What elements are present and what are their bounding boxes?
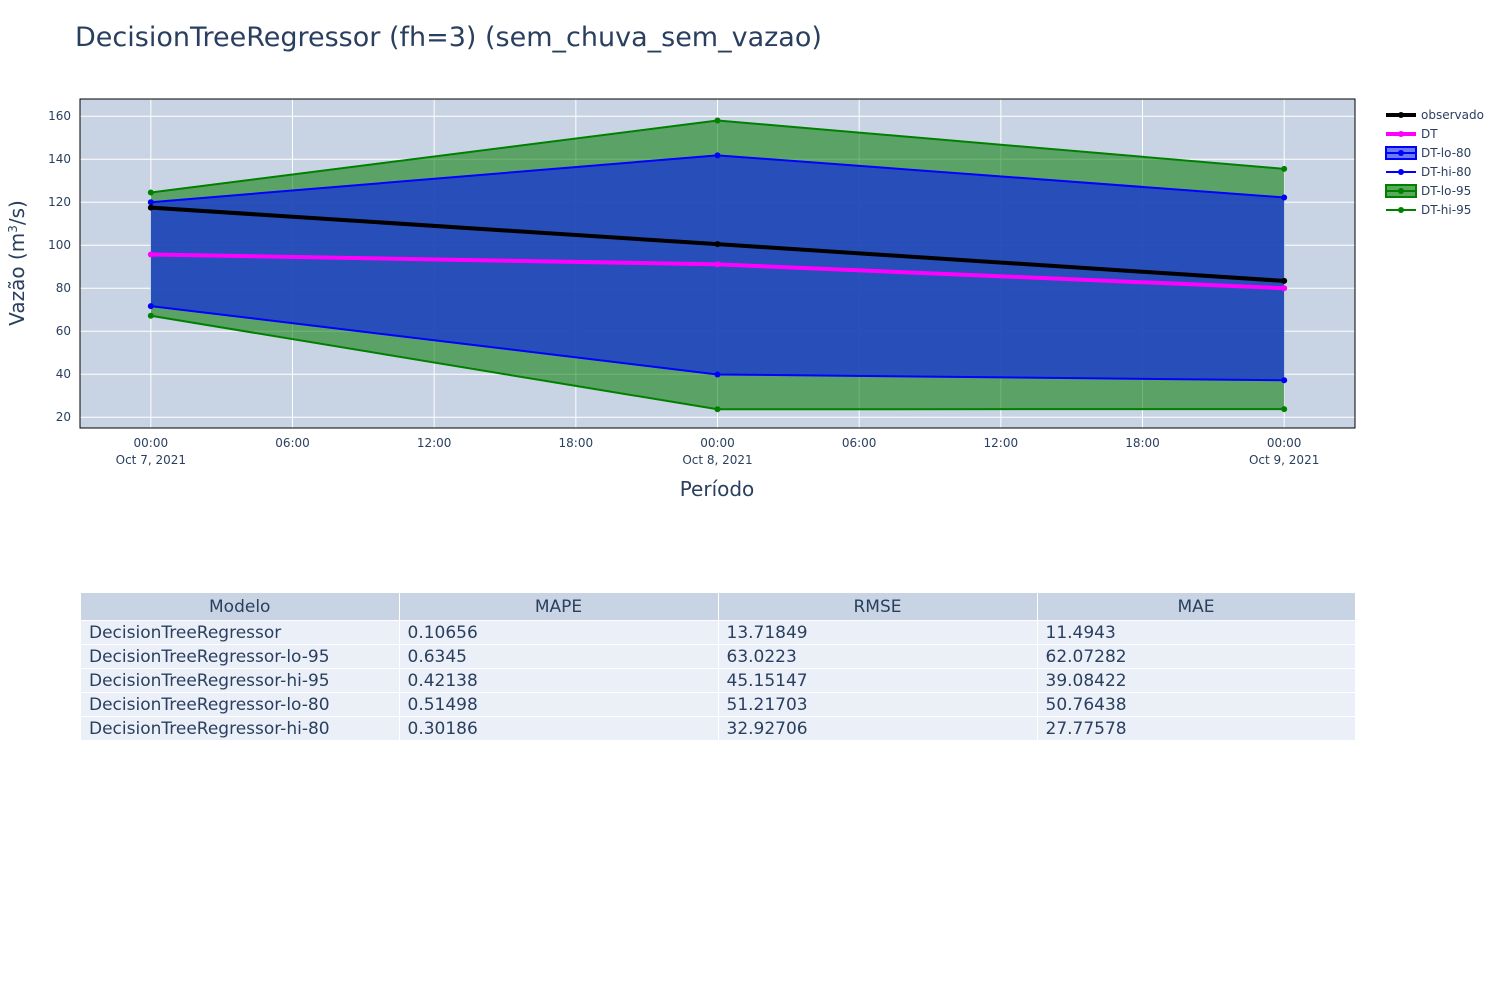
data-point-dt-lo-95 [1281,406,1288,413]
legend-item-dt[interactable]: DT [1386,127,1438,141]
cell-mae: 39.08422 [1037,668,1356,693]
x-tick-label: 12:00 [984,436,1019,450]
legend-item-dt-lo-95[interactable]: DT-lo-95 [1385,184,1471,198]
header-modelo: Modelo [81,593,400,621]
header-mape: MAPE [399,593,719,621]
x-tick-label: 00:00 [700,436,735,450]
y-tick-label: 80 [56,281,71,295]
x-tick-date-label: Oct 9, 2021 [1249,453,1319,467]
header-mae: MAE [1037,593,1356,621]
x-tick-label: 00:00 [1267,436,1302,450]
cell-rmse: 32.92706 [718,716,1038,741]
x-axis-label: Período [680,477,755,501]
x-tick-label: 00:00 [134,436,169,450]
y-tick-label: 20 [56,410,71,424]
chart-title: DecisionTreeRegressor (fh=3) (sem_chuva_… [75,22,822,53]
cell-modelo: DecisionTreeRegressor-lo-95 [81,644,400,669]
legend-swatch-marker [1398,131,1404,137]
legend-item-dt-hi-95[interactable]: DT-hi-95 [1386,203,1471,217]
data-point-observado [1281,277,1288,284]
cell-rmse: 63.0223 [718,644,1038,669]
x-tick-label: 06:00 [842,436,877,450]
y-axis-label: Vazão (m3/s) [5,200,29,326]
data-point-dt-lo-80 [147,303,154,310]
cell-mape: 0.6345 [399,644,719,669]
data-point-dt-hi-80 [1281,194,1288,201]
table-row: DecisionTreeRegressor-hi-95 0.42138 45.1… [81,668,1356,693]
table-row: DecisionTreeRegressor-lo-95 0.6345 63.02… [81,644,1356,669]
cell-modelo: DecisionTreeRegressor-hi-80 [81,716,400,741]
plot-border [79,98,1356,429]
y-tick-label: 40 [56,367,71,381]
header-rmse: RMSE [718,593,1038,621]
legend[interactable]: observado DT DT-lo-80 DT-hi-80 DT-lo-95 DT-hi… [1385,108,1484,217]
legend-label: DT-lo-80 [1421,146,1471,160]
data-point-dt-lo-95 [714,406,721,413]
data-point-dt-hi-95 [147,189,154,196]
x-tick-label: 06:00 [275,436,310,450]
x-tick-label: 18:00 [559,436,594,450]
data-point-dt [1281,285,1288,292]
cell-modelo: DecisionTreeRegressor-lo-80 [81,692,400,717]
data-point-dt-lo-80 [714,371,721,378]
cell-mae: 50.76438 [1037,692,1356,717]
data-point-dt [147,251,154,258]
legend-label: DT-lo-95 [1421,184,1471,198]
table-row: DecisionTreeRegressor 0.10656 13.71849 1… [81,620,1356,645]
series-layer [147,117,1288,413]
legend-label: DT [1421,127,1438,141]
y-tick-label: 140 [48,152,71,166]
data-point-dt-lo-95 [147,312,154,319]
x-tick-date-label: Oct 7, 2021 [116,453,186,467]
x-axis-ticks: 00:00 Oct 7, 2021 06:00 12:00 18:00 00:00 Oct … [116,436,1320,467]
cell-rmse: 45.15147 [718,668,1038,693]
cell-rmse: 13.71849 [718,620,1038,645]
cell-mae: 27.77578 [1037,716,1356,741]
data-point-dt-lo-80 [1281,377,1288,384]
y-axis-ticks: 20 40 60 80 100 120 140 160 [48,109,71,424]
table-row: DecisionTreeRegressor-hi-80 0.30186 32.9… [81,716,1356,741]
cell-mape: 0.51498 [399,692,719,717]
cell-rmse: 51.21703 [718,692,1038,717]
y-tick-label: 100 [48,238,71,252]
chart-svg: 20 40 60 80 100 120 140 160 00:00 Oct 7, 2021 06:… [5,98,1484,501]
legend-swatch-marker [1398,112,1404,118]
x-tick-label: 12:00 [417,436,452,450]
legend-swatch-marker [1398,188,1404,194]
cell-modelo: DecisionTreeRegressor [81,620,400,645]
x-tick-label: 18:00 [1125,436,1160,450]
legend-label: DT-hi-95 [1421,203,1471,217]
data-point-dt-hi-95 [714,117,721,124]
legend-swatch-marker [1398,150,1404,156]
cell-mape: 0.10656 [399,620,719,645]
legend-swatch-marker [1398,207,1404,213]
y-tick-label: 160 [48,109,71,123]
legend-swatch-marker [1398,169,1404,175]
cell-mape: 0.30186 [399,716,719,741]
table-row: DecisionTreeRegressor-lo-80 0.51498 51.2… [81,692,1356,717]
cell-modelo: DecisionTreeRegressor-hi-95 [81,668,400,693]
legend-item-dt-lo-80[interactable]: DT-lo-80 [1385,146,1471,160]
data-point-observado [714,241,721,248]
band-dt-80 [150,155,1285,381]
cell-mae: 62.07282 [1037,644,1356,669]
data-point-observado [147,204,154,211]
cell-mae: 11.4943 [1037,620,1356,645]
data-point-dt-hi-80 [147,199,154,206]
legend-label: DT-hi-80 [1421,165,1471,179]
metrics-table: Modelo MAPE RMSE MAE DecisionTreeRegress… [81,593,1356,741]
legend-label: observado [1421,108,1484,122]
data-point-dt-hi-95 [1281,165,1288,172]
y-tick-label: 60 [56,324,71,338]
data-point-dt [714,261,721,268]
y-tick-label: 120 [48,195,71,209]
data-point-dt-hi-80 [714,152,721,159]
legend-item-dt-hi-80[interactable]: DT-hi-80 [1386,165,1471,179]
legend-item-observado[interactable]: observado [1386,108,1484,122]
cell-mape: 0.42138 [399,668,719,693]
table-header-row: Modelo MAPE RMSE MAE [81,593,1356,621]
x-tick-date-label: Oct 8, 2021 [682,453,752,467]
